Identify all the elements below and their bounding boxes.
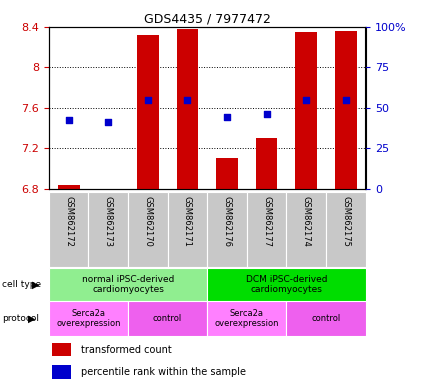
Point: [342, 96, 349, 103]
Bar: [295, 32, 317, 189]
Bar: [326, 192, 366, 267]
Text: DCM iPSC-derived
cardiomyocytes: DCM iPSC-derived cardiomyocytes: [246, 275, 327, 294]
Bar: [176, 29, 198, 189]
Text: ▶: ▶: [28, 314, 36, 324]
Bar: [207, 301, 286, 336]
Text: GSM862173: GSM862173: [104, 196, 113, 247]
Text: cell type: cell type: [2, 280, 41, 289]
Bar: [137, 35, 159, 189]
Bar: [52, 365, 71, 379]
Text: GSM862170: GSM862170: [143, 196, 152, 247]
Bar: [256, 138, 278, 189]
Bar: [207, 268, 366, 301]
Bar: [52, 343, 71, 356]
Point: [303, 96, 309, 103]
Text: GSM862172: GSM862172: [64, 196, 73, 247]
Bar: [335, 31, 357, 189]
Text: GSM862176: GSM862176: [222, 196, 232, 247]
Text: Serca2a
overexpression: Serca2a overexpression: [215, 309, 279, 328]
Title: GDS4435 / 7977472: GDS4435 / 7977472: [144, 13, 271, 26]
Bar: [49, 301, 128, 336]
Bar: [58, 184, 79, 189]
Bar: [167, 192, 207, 267]
Text: ▶: ▶: [32, 279, 40, 290]
Bar: [247, 192, 286, 267]
Text: GSM862171: GSM862171: [183, 196, 192, 247]
Bar: [88, 192, 128, 267]
Point: [105, 119, 112, 125]
Text: Serca2a
overexpression: Serca2a overexpression: [56, 309, 121, 328]
Bar: [216, 158, 238, 189]
Text: percentile rank within the sample: percentile rank within the sample: [80, 367, 246, 377]
Text: protocol: protocol: [2, 314, 39, 323]
Bar: [128, 301, 207, 336]
Text: GSM862174: GSM862174: [302, 196, 311, 247]
Bar: [207, 192, 247, 267]
Point: [65, 117, 72, 123]
Text: control: control: [311, 314, 340, 323]
Bar: [49, 268, 207, 301]
Bar: [49, 192, 88, 267]
Text: GSM862177: GSM862177: [262, 196, 271, 247]
Bar: [128, 192, 167, 267]
Text: normal iPSC-derived
cardiomyocytes: normal iPSC-derived cardiomyocytes: [82, 275, 174, 294]
Point: [224, 114, 230, 120]
Point: [263, 111, 270, 117]
Bar: [286, 301, 366, 336]
Text: control: control: [153, 314, 182, 323]
Point: [144, 96, 151, 103]
Bar: [286, 192, 326, 267]
Point: [184, 96, 191, 103]
Text: GSM862175: GSM862175: [341, 196, 350, 247]
Text: transformed count: transformed count: [80, 345, 171, 355]
